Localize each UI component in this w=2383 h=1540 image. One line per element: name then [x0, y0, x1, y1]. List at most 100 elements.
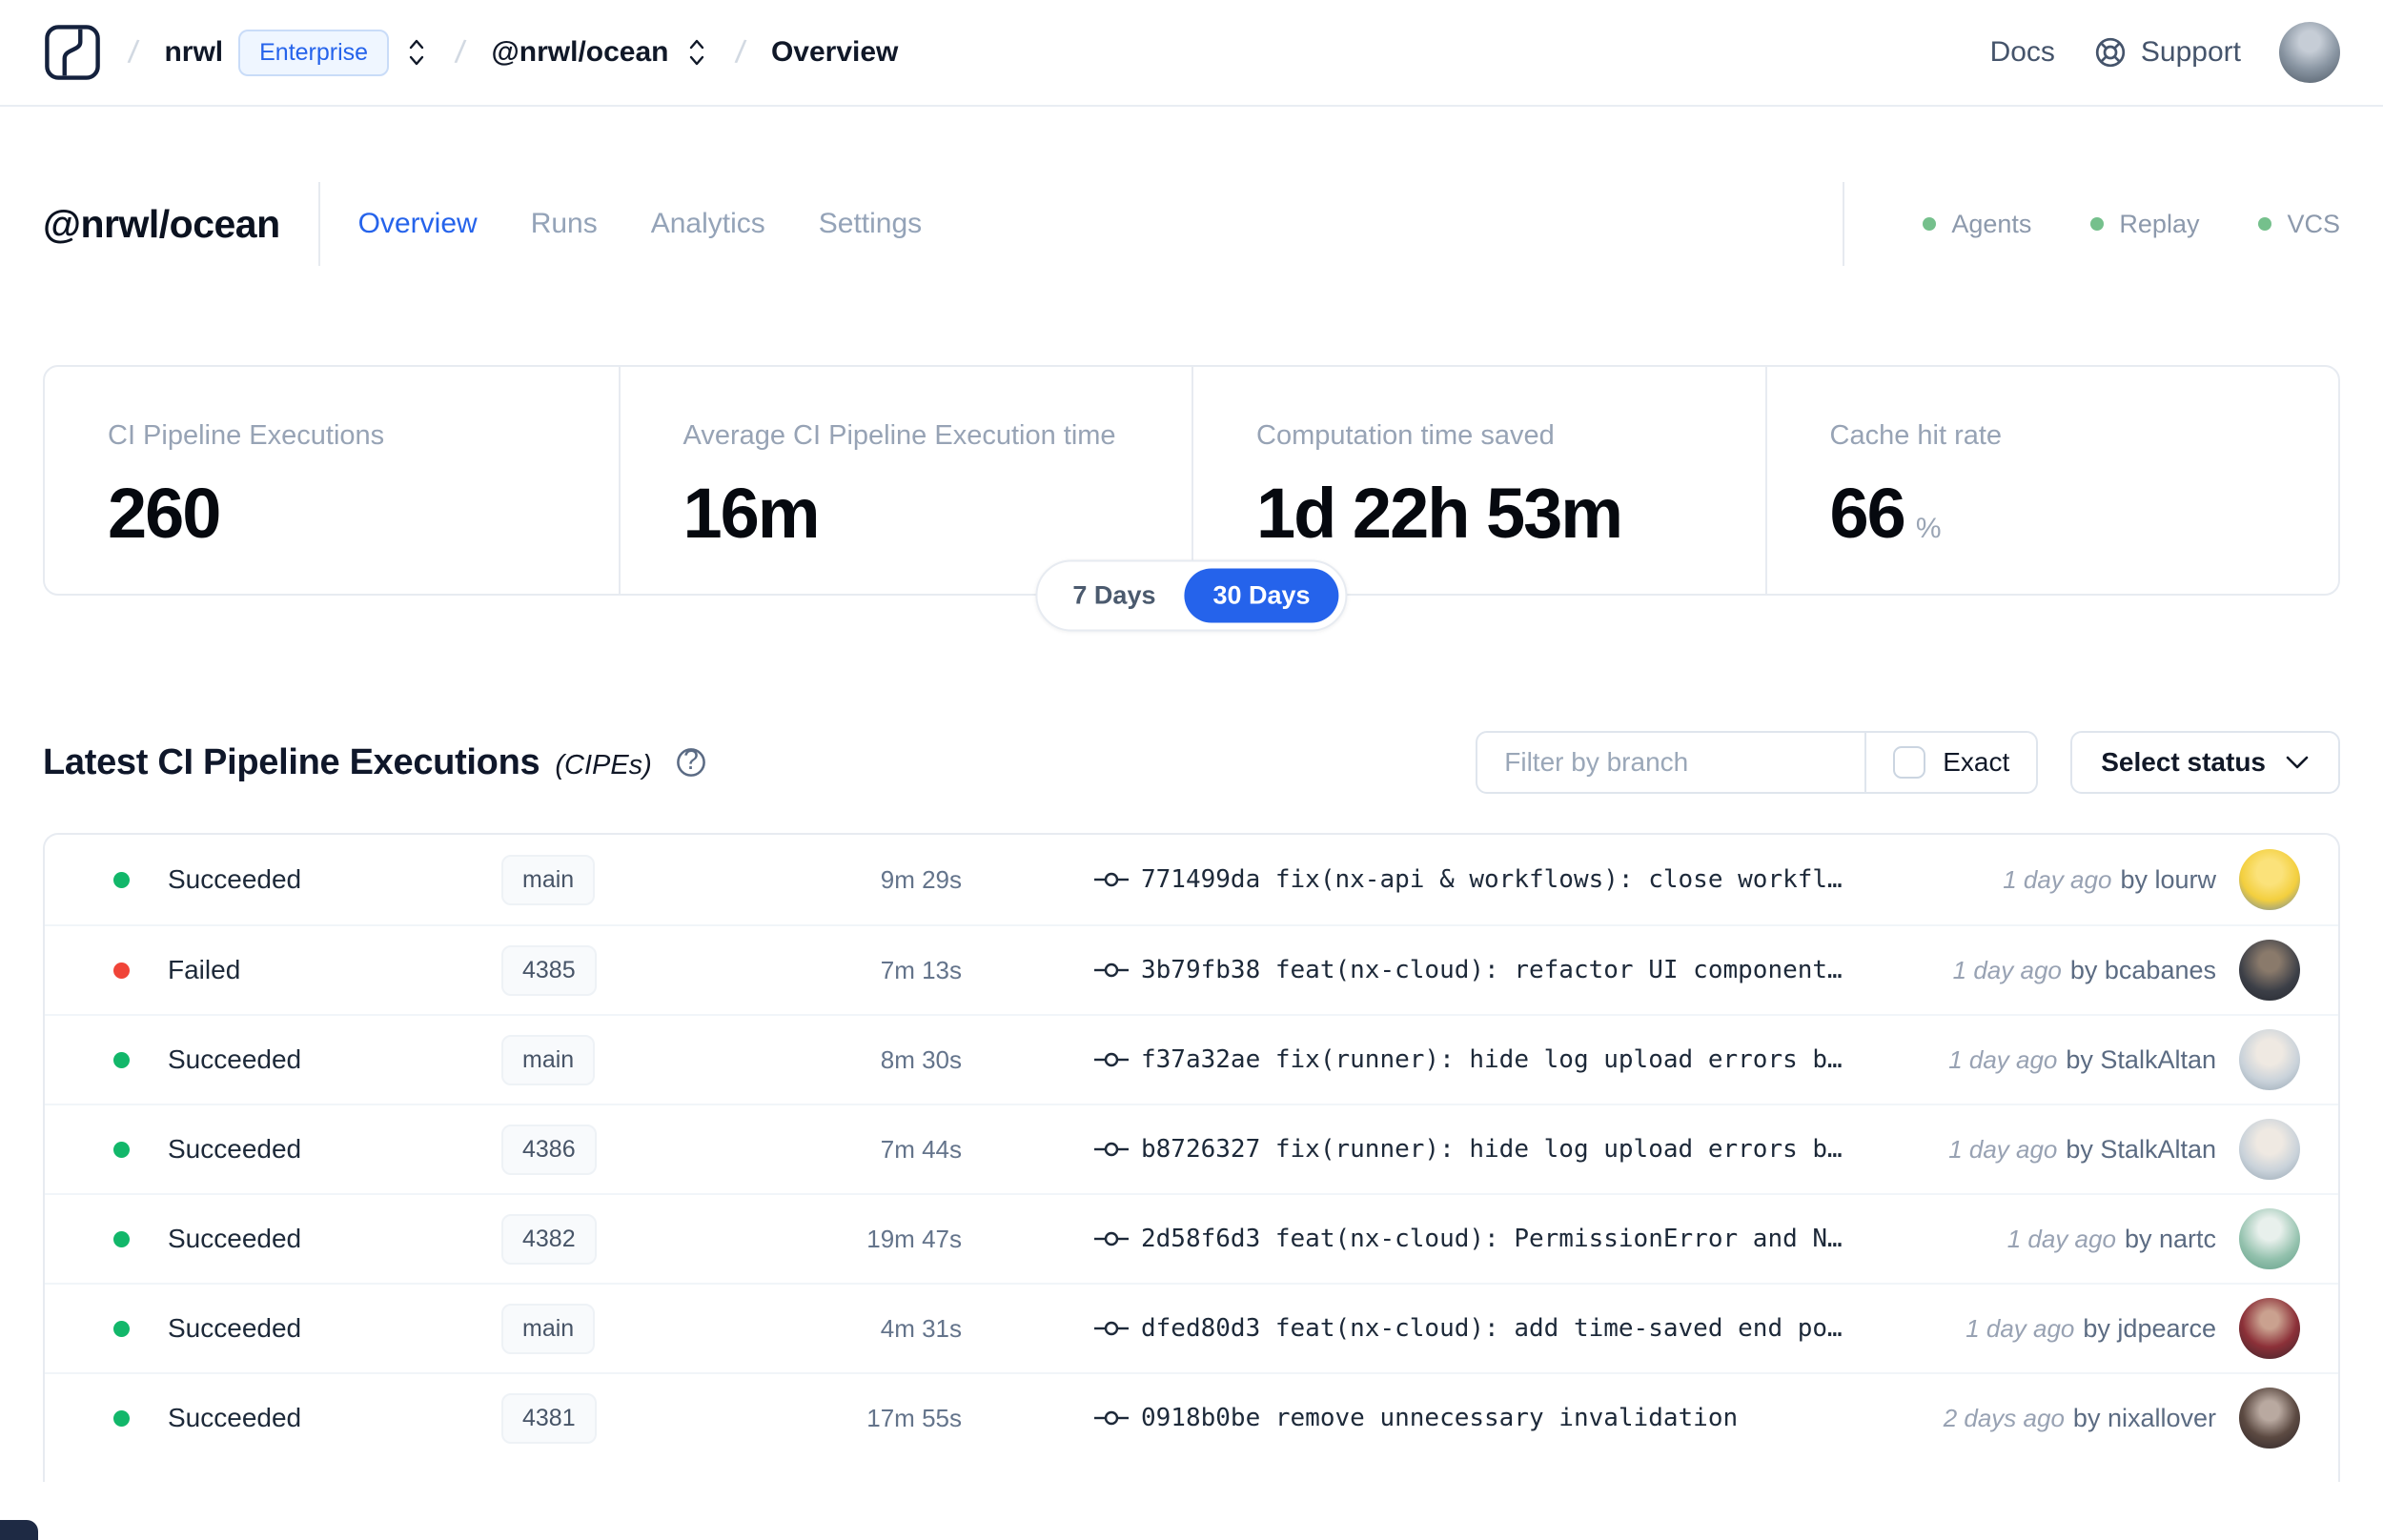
git-commit-icon	[1094, 1052, 1129, 1067]
commit-message: 771499da fix(nx-api & workflows): close …	[1141, 865, 1843, 894]
author-label: by nixallover	[2072, 1403, 2216, 1432]
duration-label: 7m 44s	[880, 1134, 962, 1164]
author-label: by nartc	[2124, 1224, 2216, 1253]
range-30-days-button[interactable]: 30 Days	[1184, 568, 1339, 623]
branch-badge: 4385	[501, 944, 597, 996]
green-status-dot	[2258, 217, 2272, 231]
author-avatar	[2239, 940, 2300, 1001]
author-label: by jdpearce	[2083, 1313, 2216, 1343]
tab-overview[interactable]: Overview	[357, 208, 478, 239]
git-commit-icon	[1094, 962, 1129, 978]
select-status-dropdown[interactable]: Select status	[2070, 731, 2340, 794]
section-subtitle: (CIPEs)	[555, 749, 652, 780]
user-avatar[interactable]	[2279, 22, 2340, 83]
branch-filter-input[interactable]	[1477, 733, 1865, 792]
breadcrumb-workspace: @nrwl/ocean	[491, 36, 669, 68]
workspace-header: @nrwl/ocean Overview Runs Analytics Sett…	[0, 172, 2383, 276]
exact-label: Exact	[1943, 747, 2010, 777]
feature-replay: Replay	[2090, 210, 2199, 239]
chevron-down-icon	[2286, 756, 2309, 769]
status-dot	[113, 871, 130, 888]
status-label: Succeeded	[168, 1403, 302, 1432]
time-ago-label: 1 day ago	[1965, 1313, 2075, 1343]
author-label: by bcabanes	[2069, 955, 2216, 984]
time-ago-label: 1 day ago	[1948, 1044, 2058, 1074]
author-label: by StalkAltan	[2066, 1134, 2216, 1164]
author-avatar	[2239, 1029, 2300, 1090]
org-switcher-icon[interactable]	[404, 36, 429, 69]
breadcrumb: / nrwl Enterprise / @nrwl/ocean / Overvi…	[43, 23, 898, 82]
cipe-row[interactable]: Succeeded main 8m 30s f37a32ae fix(runne…	[45, 1014, 2338, 1104]
branch-badge: main	[501, 854, 596, 905]
breadcrumb-separator: /	[126, 33, 141, 71]
author-label: by StalkAltan	[2066, 1044, 2216, 1074]
help-icon[interactable]: ?	[675, 745, 707, 779]
docs-link[interactable]: Docs	[1989, 36, 2055, 68]
green-status-dot	[2090, 217, 2105, 231]
tab-analytics[interactable]: Analytics	[650, 208, 765, 239]
cipe-list-header: Latest CI Pipeline Executions (CIPEs) ? …	[43, 731, 2340, 794]
cipe-row[interactable]: Succeeded 4381 17m 55s 0918b0be remove u…	[45, 1372, 2338, 1462]
branch-badge: 4381	[501, 1392, 597, 1444]
status-dot	[113, 962, 130, 979]
cipe-row[interactable]: Failed 4385 7m 13s 3b79fb38 feat(nx-clou…	[45, 924, 2338, 1014]
breadcrumb-separator: /	[453, 33, 468, 71]
commit-message: 3b79fb38 feat(nx-cloud): refactor UI com…	[1141, 956, 1843, 984]
branch-badge: main	[501, 1303, 596, 1354]
status-dot	[113, 1230, 130, 1247]
feature-agents: Agents	[1923, 210, 2031, 239]
tab-settings[interactable]: Settings	[818, 208, 923, 239]
support-link[interactable]: Support	[2093, 35, 2241, 70]
workspace-switcher-icon[interactable]	[684, 36, 709, 69]
green-status-dot	[1923, 217, 1937, 231]
cipe-row[interactable]: Succeeded main 4m 31s dfed80d3 feat(nx-c…	[45, 1283, 2338, 1372]
status-dot	[113, 1141, 130, 1158]
time-ago-label: 2 days ago	[1943, 1403, 2065, 1432]
author-avatar	[2239, 1388, 2300, 1449]
git-commit-icon	[1094, 1321, 1129, 1336]
breadcrumb-page: Overview	[770, 36, 899, 68]
git-commit-icon	[1094, 1410, 1129, 1426]
status-label: Succeeded	[168, 1044, 302, 1074]
lifebuoy-icon	[2095, 37, 2126, 68]
divider	[317, 182, 320, 266]
duration-label: 8m 30s	[880, 1044, 962, 1074]
enterprise-badge: Enterprise	[238, 29, 390, 76]
status-label: Succeeded	[168, 1134, 302, 1164]
commit-message: dfed80d3 feat(nx-cloud): add time-saved …	[1141, 1314, 1843, 1343]
time-ago-label: 1 day ago	[1952, 955, 2062, 984]
duration-label: 7m 13s	[880, 955, 962, 984]
branch-badge: 4382	[501, 1213, 597, 1265]
exact-checkbox[interactable]	[1893, 746, 1926, 779]
author-label: by lourw	[2120, 864, 2216, 894]
commit-message: b8726327 fix(runner): hide log upload er…	[1141, 1135, 1843, 1164]
breadcrumb-org: nrwl	[164, 36, 224, 68]
time-ago-label: 1 day ago	[2003, 864, 2112, 894]
workspace-title: @nrwl/ocean	[43, 201, 280, 246]
status-dot	[113, 1320, 130, 1337]
stats-section: CI Pipeline Executions 260 Average CI Pi…	[43, 365, 2340, 632]
corner-widget[interactable]	[0, 1520, 38, 1540]
commit-message: 0918b0be remove unnecessary invalidation	[1141, 1404, 1739, 1432]
section-title: Latest CI Pipeline Executions	[43, 741, 540, 782]
branch-badge: main	[501, 1034, 596, 1085]
status-dot	[113, 1409, 130, 1427]
author-avatar	[2239, 1119, 2300, 1180]
cipe-row[interactable]: Succeeded main 9m 29s 771499da fix(nx-ap…	[45, 835, 2338, 924]
range-7-days-button[interactable]: 7 Days	[1044, 569, 1184, 623]
status-label: Failed	[168, 955, 241, 984]
branch-badge: 4386	[501, 1124, 597, 1175]
duration-label: 19m 47s	[866, 1224, 962, 1253]
cipe-row[interactable]: Succeeded 4382 19m 47s 2d58f6d3 feat(nx-…	[45, 1193, 2338, 1283]
cipe-row[interactable]: Succeeded 4386 7m 44s b8726327 fix(runne…	[45, 1104, 2338, 1193]
commit-message: f37a32ae fix(runner): hide log upload er…	[1141, 1045, 1843, 1074]
workspace-tabs: Overview Runs Analytics Settings	[358, 208, 923, 240]
tab-runs[interactable]: Runs	[530, 208, 598, 239]
stat-card-avg-time: Average CI Pipeline Execution time 16m	[618, 367, 1192, 594]
author-avatar	[2239, 849, 2300, 910]
git-commit-icon	[1094, 1142, 1129, 1157]
time-ago-label: 1 day ago	[2006, 1224, 2116, 1253]
nx-cloud-logo-icon[interactable]	[43, 23, 102, 82]
status-label: Succeeded	[168, 1224, 302, 1253]
